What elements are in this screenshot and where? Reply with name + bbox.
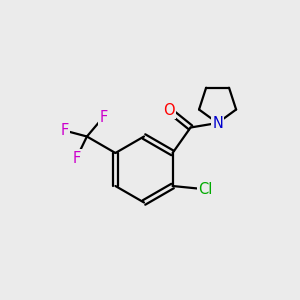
Text: Cl: Cl [198, 182, 212, 196]
Text: F: F [72, 151, 80, 166]
Text: F: F [99, 110, 107, 124]
Text: O: O [163, 103, 175, 118]
Text: N: N [212, 116, 223, 130]
Text: F: F [60, 123, 68, 138]
